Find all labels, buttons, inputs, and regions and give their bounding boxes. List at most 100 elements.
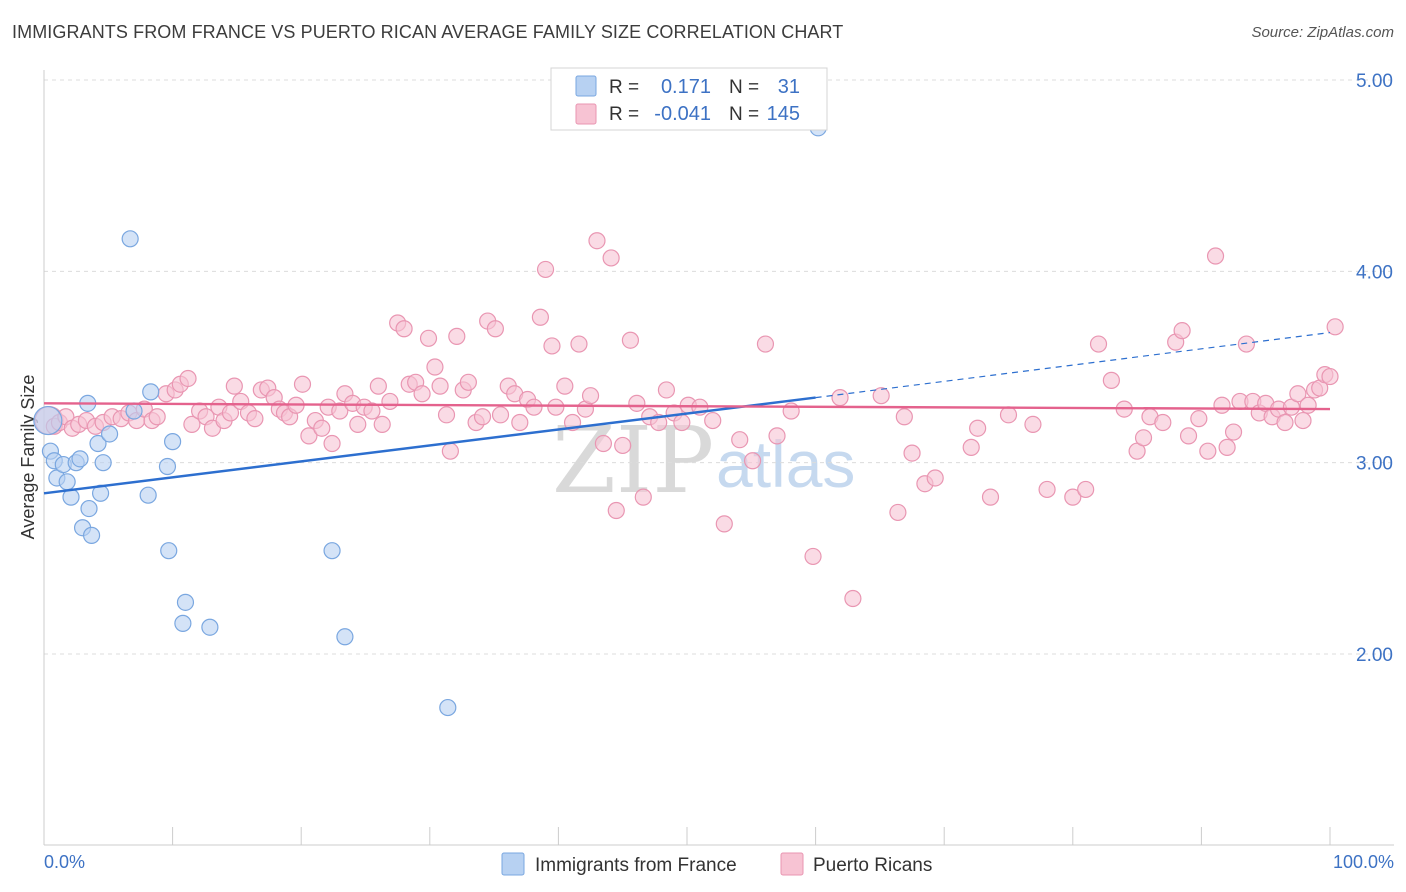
point-puerto-ricans bbox=[441, 442, 459, 460]
point-puerto-ricans bbox=[426, 358, 444, 376]
watermark: ZIP atlas bbox=[552, 407, 855, 514]
point-puerto-ricans bbox=[547, 398, 565, 416]
point-puerto-ricans bbox=[448, 327, 466, 345]
point-puerto-ricans bbox=[731, 431, 749, 449]
correlation-legend: R = 0.171 N = 31 R = -0.041 N = 145 bbox=[550, 67, 828, 131]
point-puerto-ricans bbox=[1190, 410, 1208, 428]
point-puerto-ricans bbox=[903, 444, 921, 462]
point-puerto-ricans bbox=[969, 419, 987, 437]
point-puerto-ricans bbox=[491, 406, 510, 424]
trend-line-france-extrapolated bbox=[815, 331, 1331, 399]
point-puerto-ricans bbox=[1224, 423, 1243, 441]
point-puerto-ricans bbox=[349, 415, 367, 433]
point-immigrants-from-france bbox=[439, 698, 457, 717]
point-immigrants-from-france bbox=[71, 450, 89, 468]
y-tick-label: 5.00 bbox=[1356, 71, 1393, 92]
series-puerto-ricans bbox=[34, 232, 1344, 608]
y-axis-label: Average Family Size bbox=[18, 375, 38, 540]
source-credit: Source: ZipAtlas.com bbox=[1251, 24, 1394, 41]
point-puerto-ricans bbox=[511, 413, 529, 432]
point-puerto-ricans bbox=[293, 375, 312, 393]
point-immigrants-from-france bbox=[125, 402, 143, 420]
point-puerto-ricans bbox=[743, 452, 762, 470]
point-puerto-ricans bbox=[246, 410, 264, 428]
point-puerto-ricans bbox=[381, 392, 399, 411]
legend-label-puerto-ricans: Puerto Ricans bbox=[813, 855, 932, 876]
point-puerto-ricans bbox=[657, 381, 676, 399]
point-puerto-ricans bbox=[225, 377, 243, 395]
point-puerto-ricans bbox=[395, 320, 413, 338]
point-immigrants-from-france bbox=[142, 383, 160, 401]
point-immigrants-from-france bbox=[160, 542, 178, 560]
point-puerto-ricans bbox=[1089, 335, 1108, 353]
point-immigrants-from-france bbox=[121, 230, 139, 248]
point-puerto-ricans bbox=[782, 402, 800, 420]
gridlines bbox=[44, 79, 1394, 655]
point-puerto-ricans bbox=[413, 385, 431, 403]
point-puerto-ricans bbox=[1154, 413, 1172, 432]
point-puerto-ricans bbox=[756, 335, 775, 353]
point-puerto-ricans bbox=[999, 406, 1018, 424]
point-puerto-ricans bbox=[543, 337, 561, 355]
point-puerto-ricans bbox=[1179, 427, 1198, 445]
trend-line-puerto-ricans bbox=[43, 402, 1331, 411]
point-immigrants-from-france bbox=[100, 425, 119, 443]
point-puerto-ricans bbox=[437, 406, 456, 424]
point-puerto-ricans bbox=[369, 377, 387, 395]
point-immigrants-from-france bbox=[174, 614, 192, 632]
point-puerto-ricans bbox=[473, 408, 492, 426]
point-immigrants-from-france bbox=[58, 473, 76, 491]
point-immigrants-from-france bbox=[80, 499, 98, 518]
point-puerto-ricans bbox=[183, 415, 201, 433]
y-tick-label: 3.00 bbox=[1356, 454, 1393, 475]
point-puerto-ricans bbox=[621, 331, 640, 349]
legend-r-label-2: R = bbox=[609, 104, 639, 125]
x-tick-label-max: 100.0% bbox=[1333, 852, 1394, 872]
point-puerto-ricans bbox=[962, 438, 980, 456]
point-puerto-ricans bbox=[1024, 415, 1042, 433]
point-puerto-ricans bbox=[536, 260, 555, 279]
legend-n-label-1: N = bbox=[729, 77, 759, 98]
trend-lines bbox=[43, 331, 1331, 495]
legend-swatch-france bbox=[501, 852, 525, 876]
point-immigrants-from-france bbox=[94, 454, 112, 472]
legend-r-value-2: -0.041 bbox=[654, 103, 711, 125]
point-puerto-ricans bbox=[323, 434, 341, 453]
legend-swatch-blue bbox=[575, 75, 597, 97]
point-puerto-ricans bbox=[715, 515, 733, 533]
legend-r-value-1: 0.171 bbox=[661, 76, 711, 98]
point-puerto-ricans bbox=[768, 427, 786, 445]
legend-n-value-2: 145 bbox=[767, 103, 800, 125]
point-puerto-ricans bbox=[872, 387, 890, 405]
point-puerto-ricans bbox=[1326, 318, 1344, 336]
point-puerto-ricans bbox=[419, 329, 438, 347]
point-immigrants-from-france bbox=[89, 434, 107, 453]
point-puerto-ricans bbox=[607, 501, 625, 520]
y-tick-labels: 2.00 3.00 4.00 5.00 bbox=[1356, 71, 1393, 666]
point-puerto-ricans bbox=[1199, 442, 1217, 460]
point-puerto-ricans bbox=[1294, 411, 1312, 430]
point-puerto-ricans bbox=[1038, 480, 1056, 499]
point-puerto-ricans bbox=[148, 408, 166, 426]
point-puerto-ricans bbox=[981, 488, 1000, 506]
legend-n-value-1: 31 bbox=[778, 76, 800, 98]
point-puerto-ricans bbox=[614, 436, 632, 455]
series-immigrants-from-france bbox=[33, 119, 827, 717]
legend-box bbox=[550, 67, 828, 131]
point-puerto-ricans bbox=[889, 503, 907, 522]
point-puerto-ricans bbox=[581, 387, 600, 405]
point-puerto-ricans bbox=[588, 232, 606, 250]
series-legend: Immigrants from France Puerto Ricans bbox=[501, 852, 932, 876]
point-puerto-ricans bbox=[895, 408, 913, 426]
legend-swatch-puerto-ricans bbox=[780, 852, 804, 876]
point-puerto-ricans bbox=[313, 419, 331, 437]
legend-r-label-1: R = bbox=[609, 77, 639, 98]
point-puerto-ricans bbox=[1206, 247, 1225, 265]
point-puerto-ricans bbox=[1321, 367, 1339, 386]
point-puerto-ricans bbox=[570, 335, 588, 353]
point-puerto-ricans bbox=[179, 369, 197, 388]
point-puerto-ricans bbox=[926, 469, 944, 487]
point-puerto-ricans bbox=[331, 402, 349, 420]
point-puerto-ricans bbox=[459, 373, 477, 391]
chart-title: IMMIGRANTS FROM FRANCE VS PUERTO RICAN A… bbox=[12, 22, 844, 42]
